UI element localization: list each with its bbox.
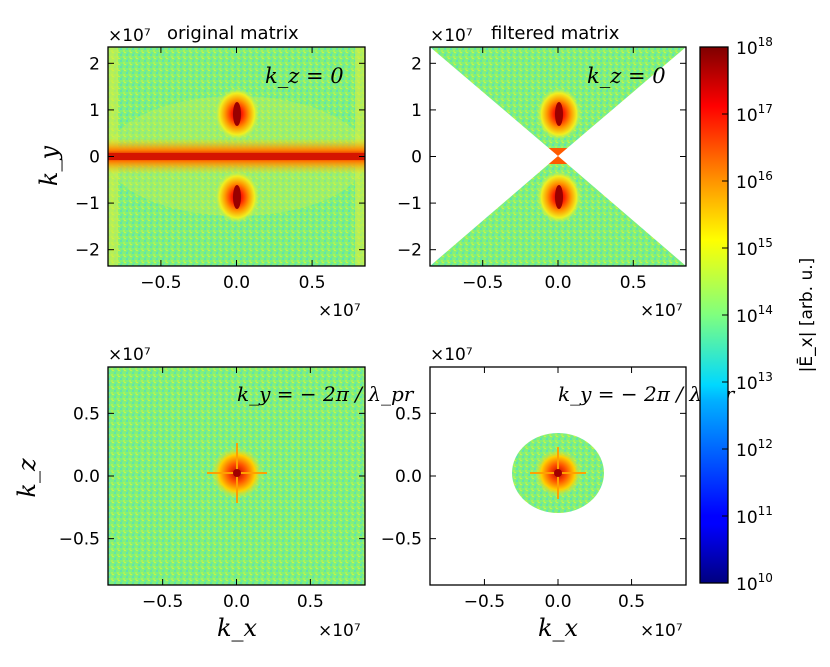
x-tick-label: 0.0 — [544, 273, 571, 293]
offset-label-x-p1: ×10⁷ — [318, 301, 361, 321]
y-tick-label: 0.0 — [73, 467, 100, 487]
colorbar-tick-label: 1017 — [736, 102, 773, 126]
x-tick-label: 0.0 — [223, 592, 250, 612]
panel-filtered-kz: −0.5 0.0 0.5 −2 −1 0 1 2 ×10⁷ filtered matrix ×… — [397, 23, 687, 321]
colorbar-ticks: 1010 1011 1012 1013 1014 1015 1016 1017 1018 — [722, 35, 773, 595]
x-tick-label: 0.5 — [620, 273, 647, 293]
colorbar-tick-label: 1010 — [736, 571, 773, 595]
colorbar-tick-label: 1016 — [736, 169, 773, 193]
y-tick-label: 2 — [89, 54, 100, 74]
x-tick-label: −0.5 — [140, 273, 181, 293]
x-tick-label: −0.5 — [142, 592, 183, 612]
offset-label-x-p2: ×10⁷ — [640, 301, 683, 321]
x-tick-label: 0.5 — [297, 592, 324, 612]
y-tick-label: −0.5 — [381, 530, 422, 550]
y-tick-label: −0.5 — [59, 530, 100, 550]
y-tick-label: 0.0 — [395, 467, 422, 487]
x-tick-label: −0.5 — [464, 592, 505, 612]
offset-label-x-p4: ×10⁷ — [640, 621, 683, 641]
annotation-kz-zero-p1: k_z = 0 — [265, 64, 344, 88]
colorbar-tick-label: 1012 — [736, 437, 773, 461]
colorbar: 1010 1011 1012 1013 1014 1015 1016 1017 1018 |Ē_… — [699, 35, 817, 595]
title-original-matrix: original matrix — [167, 23, 299, 44]
y-tick-label: 0.5 — [73, 404, 100, 424]
panel-filtered-ky: −0.5 0.0 0.5−0.50.00.5 ×10⁷ ×10⁷ k_y = − 2… — [381, 345, 736, 642]
y-tick-label: 1 — [89, 101, 100, 121]
ylabel-kz: k_z — [13, 458, 41, 498]
y-tick-label: −2 — [397, 241, 422, 261]
heatmap-filtered-kz — [430, 47, 686, 266]
colorbar-label: |Ē_x| [arb. u.] — [795, 258, 817, 373]
x-tick-label: −0.5 — [462, 273, 503, 293]
y-tick-label: 0 — [89, 148, 100, 168]
ticks-filtered-ky: −0.5 0.0 0.5 −0.5 0.0 0.5 — [381, 367, 686, 612]
heatmap-original-ky — [108, 367, 365, 585]
panel-original-kz: −0.5 0.0 0.5 −2 −1 0 1 2 ×10⁷ original matrix ×… — [35, 23, 366, 321]
title-filtered-matrix: filtered matrix — [491, 23, 620, 44]
x-tick-label: 0.0 — [544, 592, 571, 612]
y-tick-label: 0 — [411, 148, 422, 168]
heatmap-original-kz — [108, 47, 365, 266]
offset-label-y-p1: ×10⁷ — [108, 26, 151, 46]
x-tick-label: 0.0 — [223, 273, 250, 293]
ticks-original-ky: −0.5 0.0 0.5 −0.5 0.0 0.5 — [59, 367, 365, 612]
colorbar-tick-label: 1014 — [736, 303, 773, 327]
y-tick-label: 1 — [411, 101, 422, 121]
y-tick-label: 2 — [411, 54, 422, 74]
offset-label-x-p3: ×10⁷ — [318, 621, 361, 641]
xlabel-kx-p4: k_x — [538, 614, 579, 642]
ylabel-ky: k_y — [35, 146, 63, 187]
offset-label-y-p4: ×10⁷ — [430, 345, 473, 365]
annotation-ky-p3: k_y = − 2π / λ_pr — [237, 382, 415, 406]
panel-original-ky: −0.5 0.0 0.5 −0.5 0.0 0.5 ×10⁷ ×10⁷ k_y = − 2… — [13, 345, 415, 642]
colorbar-tick-label: 1018 — [736, 35, 773, 59]
ticks-filtered-kz: −0.5 0.0 0.5 −2 −1 0 1 2 — [397, 47, 686, 293]
y-tick-label: 0.5 — [395, 404, 422, 424]
xlabel-kx-p3: k_x — [217, 614, 258, 642]
x-tick-label: 0.5 — [299, 273, 326, 293]
y-tick-label: −1 — [75, 194, 100, 214]
colorbar-tick-label: 1015 — [736, 236, 773, 260]
offset-label-y-p3: ×10⁷ — [108, 345, 151, 365]
colorbar-tick-label: 1013 — [736, 370, 773, 394]
colorbar-tick-label: 1011 — [736, 504, 773, 528]
heatmap-filtered-ky — [512, 433, 604, 513]
x-tick-label: 0.5 — [618, 592, 645, 612]
y-tick-label: −2 — [75, 241, 100, 261]
annotation-kz-zero-p2: k_z = 0 — [587, 64, 666, 88]
offset-label-y-p2: ×10⁷ — [430, 26, 473, 46]
y-tick-label: −1 — [397, 194, 422, 214]
ticks-original-kz: −0.5 0.0 0.5 −2 −1 0 1 2 — [75, 47, 365, 293]
